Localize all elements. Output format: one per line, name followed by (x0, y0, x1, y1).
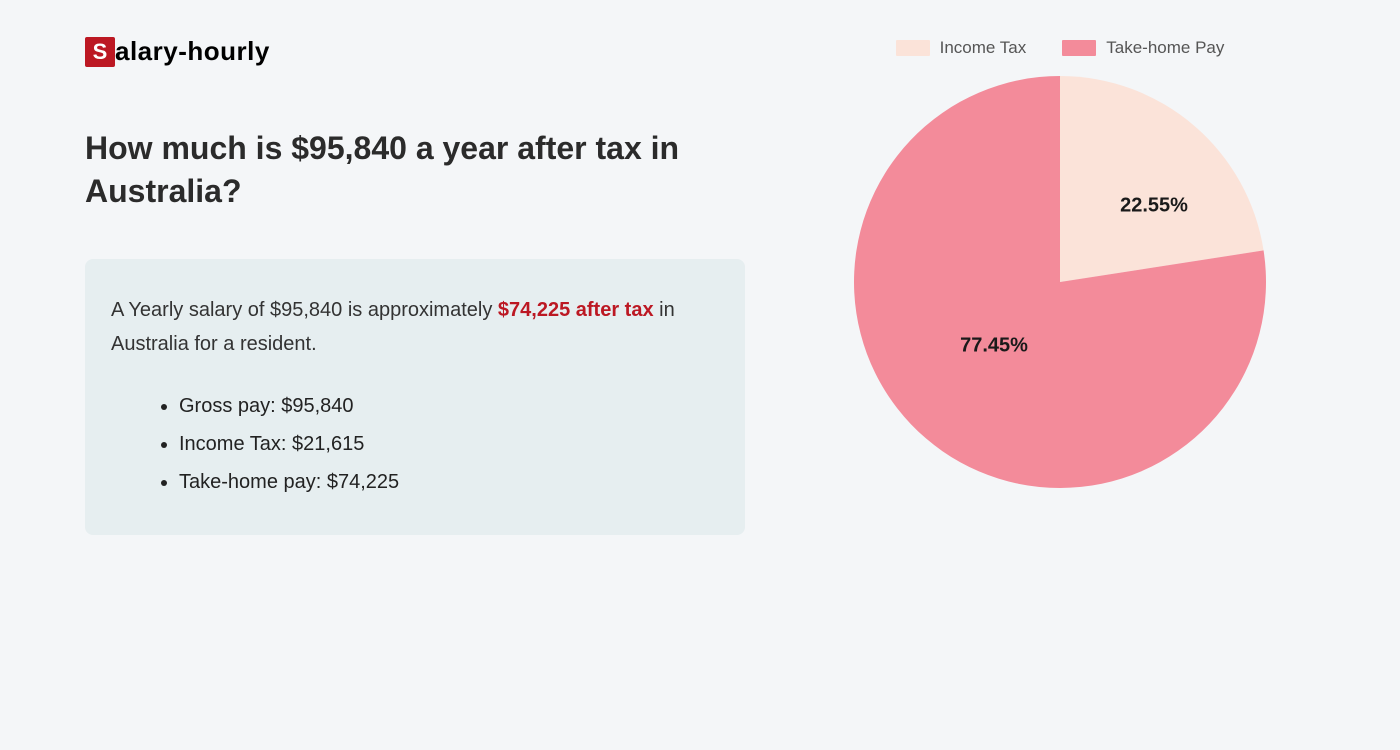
summary-prefix: A Yearly salary of $95,840 is approximat… (111, 299, 498, 321)
page-title: How much is $95,840 a year after tax in … (85, 127, 745, 213)
pie-svg (854, 76, 1266, 488)
legend-item-income-tax: Income Tax (896, 38, 1027, 58)
legend-label: Income Tax (940, 38, 1027, 58)
chart-column: Income Tax Take-home Pay 22.55% 77.45% (805, 30, 1315, 535)
legend-item-take-home: Take-home Pay (1062, 38, 1224, 58)
legend-swatch (1062, 40, 1096, 56)
site-logo: S alary-hourly (85, 36, 745, 67)
pie-label-income-tax: 22.55% (1120, 195, 1188, 218)
list-item: Take-home pay: $74,225 (179, 463, 719, 501)
logo-text: alary-hourly (115, 36, 270, 67)
summary-bullets: Gross pay: $95,840 Income Tax: $21,615 T… (111, 387, 719, 501)
page-container: S alary-hourly How much is $95,840 a yea… (0, 0, 1400, 535)
left-column: S alary-hourly How much is $95,840 a yea… (85, 30, 745, 535)
summary-box: A Yearly salary of $95,840 is approximat… (85, 259, 745, 535)
pie-label-take-home: 77.45% (960, 335, 1028, 358)
summary-highlight: $74,225 after tax (498, 299, 654, 321)
legend-swatch (896, 40, 930, 56)
list-item: Gross pay: $95,840 (179, 387, 719, 425)
chart-legend: Income Tax Take-home Pay (896, 38, 1225, 58)
logo-badge: S (85, 37, 115, 67)
summary-sentence: A Yearly salary of $95,840 is approximat… (111, 293, 719, 361)
legend-label: Take-home Pay (1106, 38, 1224, 58)
list-item: Income Tax: $21,615 (179, 425, 719, 463)
pie-slice-income-tax (1060, 76, 1264, 282)
pie-chart: 22.55% 77.45% (854, 76, 1266, 488)
